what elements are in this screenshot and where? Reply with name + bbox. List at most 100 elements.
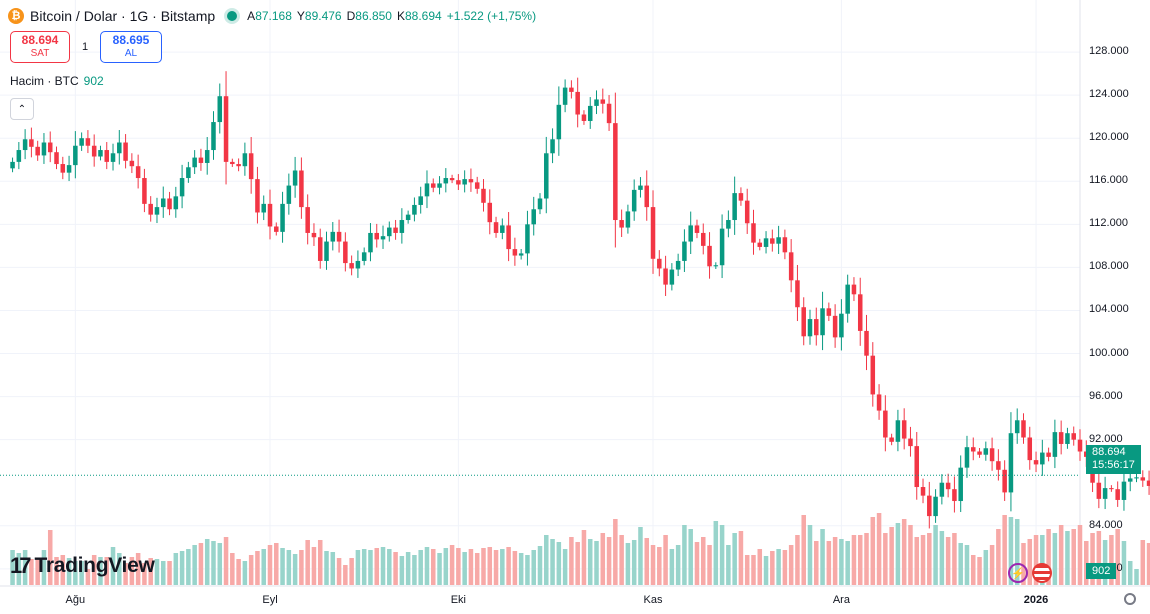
volume-bar — [349, 558, 354, 585]
volume-bar — [500, 549, 505, 585]
candle-body — [964, 447, 970, 468]
candle-body — [889, 437, 894, 442]
candle-body — [845, 284, 850, 314]
volume-bar — [462, 552, 467, 585]
candle-body — [864, 330, 869, 356]
volume-bar — [1134, 569, 1139, 585]
volume-bar — [1121, 541, 1127, 585]
low-value: 86.850 — [355, 9, 392, 23]
volume-bar — [977, 557, 982, 585]
candle-body — [349, 263, 354, 269]
volume-bar — [625, 543, 631, 585]
volume-bar — [1077, 525, 1083, 585]
candle-body — [430, 183, 436, 188]
candle-body — [1065, 433, 1070, 444]
volume-bar — [795, 535, 800, 585]
volume-bar — [895, 523, 901, 585]
volume-bar — [864, 533, 869, 585]
symbol-title[interactable]: Bitcoin / Dolar · 1G · Bitstamp — [30, 8, 216, 24]
candle-body — [550, 139, 555, 154]
volume-bar — [405, 552, 411, 585]
volume-bar — [964, 545, 970, 585]
candle-body — [738, 193, 744, 201]
volume-bar — [939, 531, 945, 585]
volume-bar — [738, 531, 744, 585]
volume-bar — [186, 549, 191, 585]
volume-bar — [230, 553, 235, 585]
volume-bar — [619, 535, 624, 585]
volume-bar — [255, 551, 260, 585]
chevron-up-icon[interactable]: ⌃ — [10, 98, 34, 120]
volume-bar — [958, 543, 963, 585]
candle-body — [456, 180, 461, 185]
volume-bar — [952, 533, 957, 585]
volume-bar — [35, 558, 40, 585]
candle-body — [186, 167, 191, 179]
candle-body — [920, 487, 926, 496]
candle-body — [317, 237, 323, 261]
price-candles — [10, 71, 1150, 529]
volume-bar — [305, 540, 310, 585]
candle-body — [16, 150, 22, 162]
volume-bar — [650, 545, 656, 585]
candle-body — [757, 242, 763, 247]
lightning-icon[interactable]: ⚡ — [1008, 563, 1028, 583]
volume-bar — [198, 543, 204, 585]
volume-bar — [481, 548, 486, 585]
candle-body — [1040, 452, 1045, 465]
candle-body — [914, 446, 920, 488]
candle-body — [751, 223, 756, 243]
candle-body — [60, 164, 66, 173]
volume-bar — [694, 542, 700, 585]
y-tick-label: 108.000 — [1089, 260, 1129, 273]
volume-bar — [506, 547, 511, 585]
y-tick-label: 100.000 — [1089, 346, 1129, 359]
candle-body — [261, 203, 266, 213]
volume-bar — [399, 556, 405, 585]
volume-bar — [757, 549, 763, 585]
candle-body — [274, 226, 279, 232]
candle-body — [1115, 489, 1120, 500]
volume-bar — [129, 557, 135, 585]
candle-body — [123, 142, 128, 161]
current-price: 88.694 — [1092, 446, 1126, 458]
volume-bar — [79, 561, 84, 585]
volume-bar — [248, 555, 254, 585]
volume-bar — [104, 557, 110, 585]
volume-legend[interactable]: Hacim · BTC 902 — [10, 74, 104, 88]
candle-body — [713, 265, 719, 267]
volume-bar — [575, 542, 580, 585]
candle-body — [179, 178, 185, 197]
candle-body — [154, 207, 160, 215]
settings-icon[interactable] — [1124, 593, 1136, 605]
volume-bar — [927, 533, 932, 585]
quantity-value[interactable]: 1 — [81, 41, 89, 53]
buy-button[interactable]: 88.695 AL — [100, 31, 162, 63]
buy-price: 88.695 — [112, 33, 150, 47]
candle-body — [305, 207, 310, 233]
candle-body — [1014, 420, 1020, 434]
candle-body — [952, 489, 957, 502]
volume-bar — [292, 554, 298, 585]
volume-bar — [98, 557, 103, 585]
candle-body — [544, 153, 549, 199]
candle-body — [160, 198, 166, 208]
candle-body — [405, 214, 411, 221]
us-flag-icon[interactable] — [1032, 563, 1052, 583]
volume-bar — [700, 537, 706, 585]
candle-body — [29, 139, 34, 147]
volume-bar — [73, 561, 78, 585]
volume-bar — [242, 561, 248, 585]
volume-bar — [286, 550, 292, 585]
candle-body — [129, 160, 135, 167]
volume-bar — [550, 539, 555, 585]
volume-bar — [91, 555, 97, 585]
candle-body — [807, 319, 813, 337]
sell-button[interactable]: 88.694 SAT — [10, 31, 70, 63]
candle-body — [1002, 469, 1007, 493]
candle-body — [1027, 437, 1033, 461]
candle-body — [707, 245, 712, 267]
candle-body — [380, 236, 386, 240]
volume-bar — [299, 550, 304, 585]
